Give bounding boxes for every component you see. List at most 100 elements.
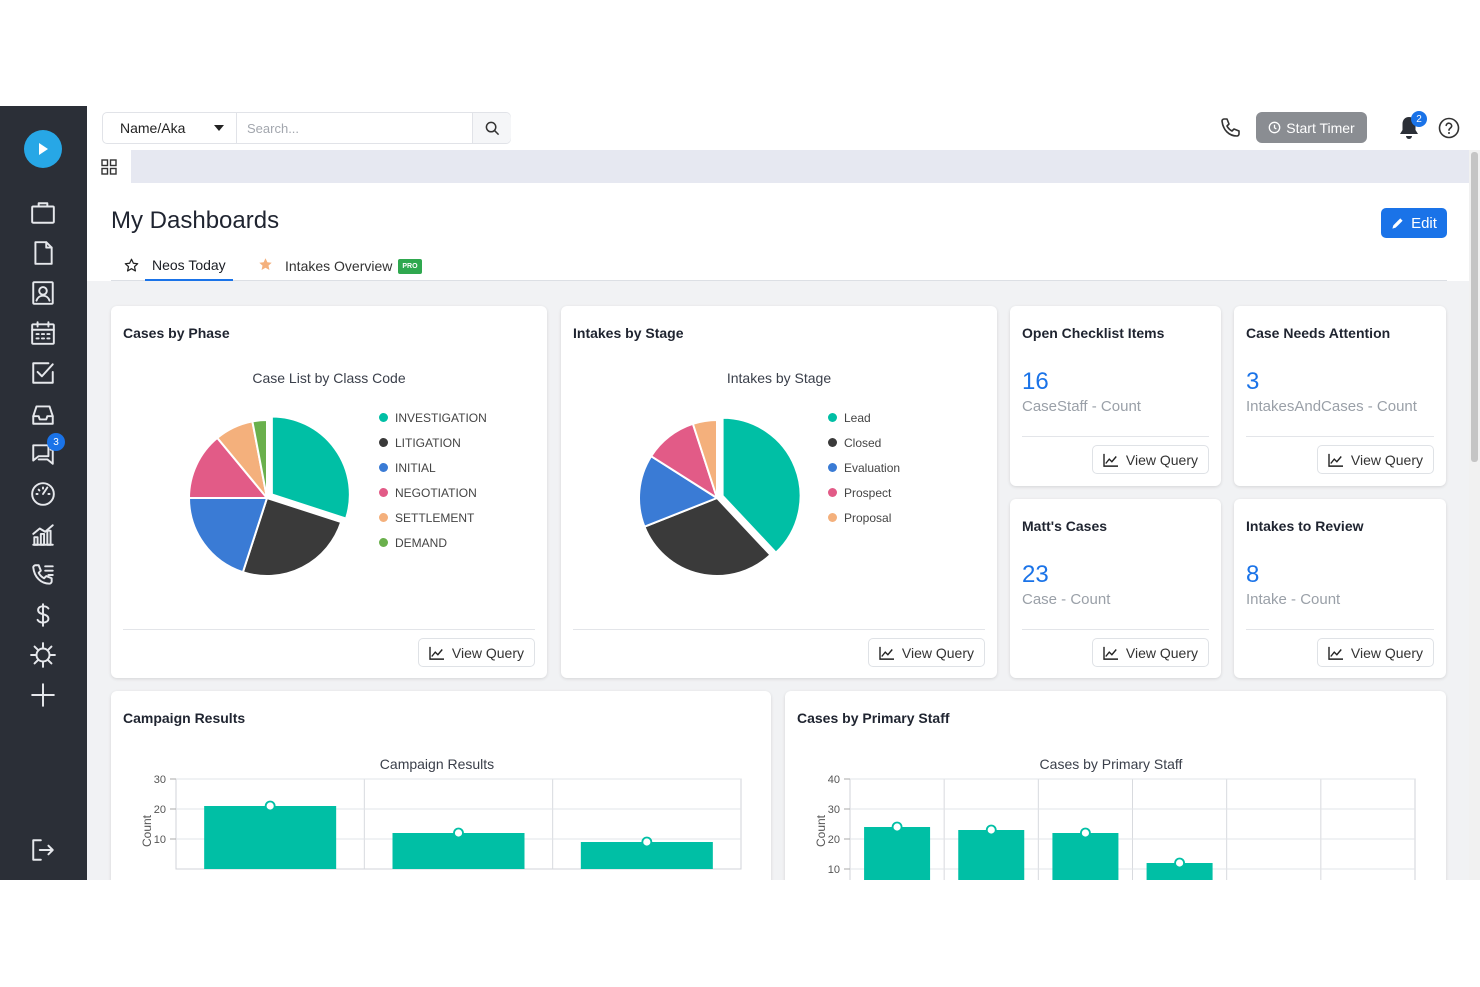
bar[interactable] <box>204 806 337 869</box>
logout-icon[interactable] <box>28 835 58 865</box>
document-icon[interactable] <box>28 238 58 268</box>
legend-item[interactable]: LITIGATION <box>379 430 487 455</box>
view-query-label: View Query <box>1350 451 1423 468</box>
reports-chart-icon[interactable] <box>28 520 58 550</box>
tab-label: Neos Today <box>152 257 226 273</box>
chart-title: Intakes by Stage <box>726 370 832 386</box>
card-title: Intakes by Stage <box>573 325 684 341</box>
legend-item[interactable]: INITIAL <box>379 455 487 480</box>
bar-chart: Count 10 20 30 <box>140 774 742 870</box>
data-point[interactable] <box>1174 857 1185 869</box>
view-query-button[interactable]: View Query <box>1091 638 1209 667</box>
pie-slice-negotiation[interactable] <box>187 436 270 499</box>
cases-by-phase-card: Cases by Phase Case List by Class Code I… <box>111 306 547 678</box>
chart-title: Cases by Primary Staff <box>1039 756 1183 772</box>
metric-value[interactable]: 16 <box>1022 368 1049 395</box>
metric-value[interactable]: 23 <box>1022 561 1049 588</box>
help-icon[interactable] <box>1437 116 1461 140</box>
y-tick-label: 40 <box>828 774 840 786</box>
legend-item[interactable]: Closed <box>828 430 900 455</box>
inbox-icon[interactable] <box>28 399 58 429</box>
data-point[interactable] <box>641 836 653 848</box>
call-log-icon[interactable] <box>28 560 58 590</box>
messages-icon[interactable]: 3 <box>28 433 65 469</box>
view-query-button[interactable]: View Query <box>417 638 535 667</box>
workspace-tab-strip <box>87 150 1469 183</box>
bar-chart: Count 10 20 30 40 <box>814 774 1416 880</box>
legend-item[interactable]: SETTLEMENT <box>379 505 487 530</box>
view-query-label: View Query <box>1350 644 1423 661</box>
bar[interactable] <box>1052 833 1119 880</box>
edit-button[interactable]: Edit <box>1381 208 1447 238</box>
data-point[interactable] <box>453 827 464 839</box>
chart-query-icon <box>1103 646 1118 660</box>
view-query-button[interactable]: View Query <box>867 638 985 667</box>
page-title: My Dashboards <box>111 207 280 234</box>
search-input[interactable] <box>238 113 472 143</box>
briefcase-icon[interactable] <box>28 198 58 228</box>
metric-value[interactable]: 8 <box>1246 561 1260 588</box>
scrollbar-thumb[interactable] <box>1471 152 1478 462</box>
data-point[interactable] <box>264 800 276 812</box>
logo-icon[interactable] <box>24 130 62 168</box>
data-point[interactable] <box>985 824 997 836</box>
pie-chart <box>638 416 802 577</box>
legend-item[interactable]: Proposal <box>828 505 900 530</box>
legend-swatch <box>379 463 388 472</box>
calendar-icon[interactable] <box>28 318 58 348</box>
legend-label: Lead <box>844 410 871 425</box>
tab-intakes-overview[interactable]: Intakes Overview PRO <box>285 251 422 281</box>
legend-swatch <box>828 438 837 447</box>
checkbox-icon[interactable] <box>28 358 58 388</box>
data-point[interactable] <box>1080 827 1091 839</box>
bar[interactable] <box>1146 863 1213 880</box>
phone-icon[interactable] <box>1219 116 1243 140</box>
pie-slice-investigation[interactable] <box>270 415 351 520</box>
legend-item[interactable]: INVESTIGATION <box>379 405 487 430</box>
chart-legend: INVESTIGATION LITIGATION INITIAL NEGOTIATIO… <box>379 405 487 555</box>
legend-item[interactable]: Prospect <box>828 480 900 505</box>
pie-slice-closed[interactable] <box>643 496 772 577</box>
view-query-label: View Query <box>901 644 974 661</box>
apps-grid-button[interactable] <box>87 150 131 183</box>
settings-gear-icon[interactable] <box>28 640 58 670</box>
contact-icon[interactable] <box>28 278 58 308</box>
legend-swatch <box>379 488 388 497</box>
metric-label: IntakesAndCases - Count <box>1246 398 1417 415</box>
tab-neos-today[interactable]: Neos Today <box>145 251 233 281</box>
pie-slice-proposal[interactable] <box>691 418 718 499</box>
star-filled-icon[interactable] <box>258 257 273 272</box>
grid-icon <box>101 158 117 175</box>
bar[interactable] <box>958 830 1025 880</box>
view-query-button[interactable]: View Query <box>1091 445 1209 474</box>
dollar-icon[interactable] <box>28 600 58 630</box>
view-query-label: View Query <box>451 644 524 661</box>
pie-slice-lead[interactable] <box>721 416 802 555</box>
metric-value[interactable]: 3 <box>1246 368 1260 395</box>
card-title: Cases by Primary Staff <box>797 710 950 726</box>
pie-slice-litigation[interactable] <box>241 496 343 577</box>
legend-item[interactable]: Evaluation <box>828 455 900 480</box>
star-outline-icon[interactable] <box>124 258 139 273</box>
pie-slice-demand[interactable] <box>251 418 268 499</box>
case-needs-attention-card: Case Needs Attention 3 IntakesAndCases -… <box>1234 306 1446 486</box>
intakes-to-review-card: Intakes to Review 8 Intake - Count View … <box>1234 499 1446 678</box>
legend-item[interactable]: DEMAND <box>379 530 487 555</box>
bar[interactable] <box>392 833 525 869</box>
legend-item[interactable]: NEGOTIATION <box>379 480 487 505</box>
search-button[interactable] <box>472 113 511 143</box>
page-scrollbar[interactable] <box>1469 150 1480 880</box>
data-point[interactable] <box>891 821 903 833</box>
intakes-by-stage-card: Intakes by Stage Intakes by Stage Lead Cl… <box>561 306 997 678</box>
search-type-select[interactable]: Name/Aka <box>103 113 237 143</box>
bar[interactable] <box>864 827 931 880</box>
start-timer-button[interactable]: Start Timer <box>1256 112 1367 143</box>
dashboard-gauge-icon[interactable] <box>28 479 58 509</box>
legend-swatch <box>828 513 837 522</box>
pie-slice-initial[interactable] <box>187 497 269 574</box>
view-query-button[interactable]: View Query <box>1316 445 1434 474</box>
add-plus-icon[interactable] <box>28 680 58 710</box>
view-query-button[interactable]: View Query <box>1316 638 1434 667</box>
pie-slice-evaluation[interactable] <box>638 454 720 529</box>
legend-item[interactable]: Lead <box>828 405 900 430</box>
